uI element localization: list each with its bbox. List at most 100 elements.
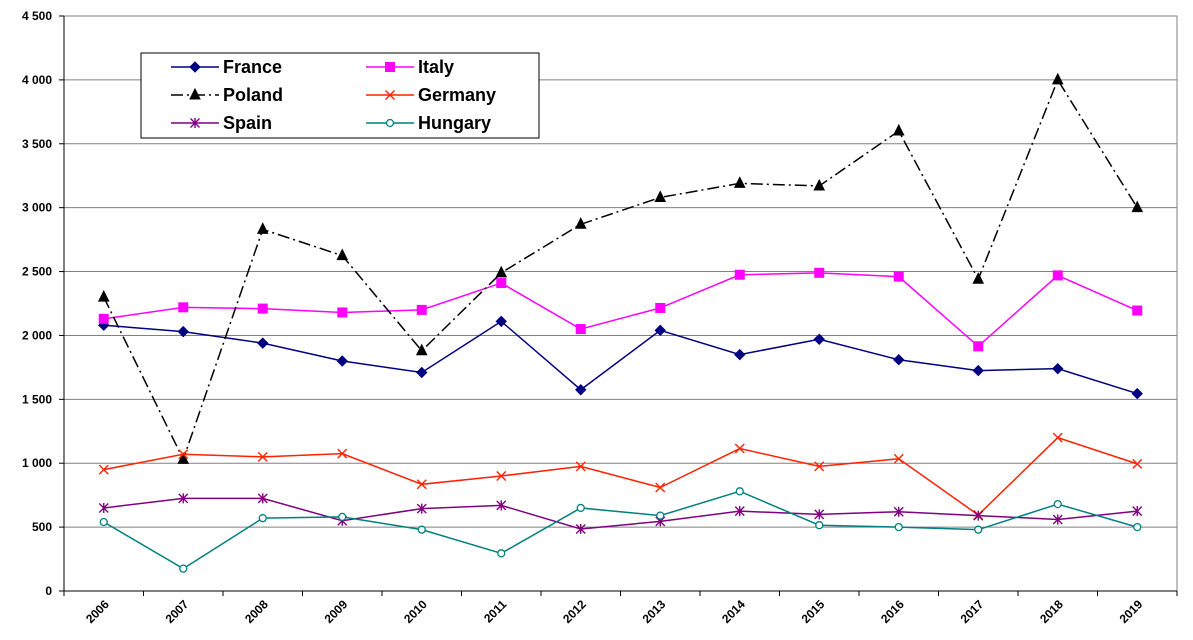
data-point-hungary (576, 503, 585, 513)
data-point-italy (1132, 305, 1143, 316)
series-line-germany (103, 436, 1138, 516)
series-poland (97, 72, 1144, 464)
data-point-italy (178, 302, 189, 313)
data-point-italy (655, 302, 666, 313)
data-point-germany (98, 464, 109, 475)
x-tick-label: 2016 (878, 597, 907, 626)
series-line-hungary (103, 490, 1138, 570)
series-spain (98, 493, 1143, 535)
data-point-hungary (1133, 522, 1142, 532)
data-point-germany (734, 443, 745, 454)
data-point-hungary (815, 521, 824, 530)
data-point-france (177, 325, 189, 338)
data-point-spain (575, 524, 586, 535)
data-point-france (575, 384, 587, 396)
series-group (97, 72, 1144, 573)
data-point-spain (178, 493, 189, 504)
data-point-hungary (735, 487, 744, 496)
legend-marker-hungary (385, 118, 395, 128)
data-point-hungary (1053, 499, 1062, 509)
legend-label-hungary: Hungary (418, 113, 491, 133)
data-point-hungary (497, 549, 506, 558)
data-point-hungary (417, 525, 426, 534)
x-tick-label: 2015 (799, 597, 828, 626)
data-point-italy (734, 269, 745, 280)
data-point-poland (336, 248, 349, 261)
data-point-poland (574, 217, 587, 229)
x-tick-label: 2018 (1037, 597, 1066, 626)
data-point-france (972, 364, 984, 377)
data-point-germany (337, 448, 348, 459)
data-point-poland (892, 123, 905, 136)
series-line-france (103, 320, 1138, 395)
legend: France Italy Poland Germany Spain Hungary (140, 52, 540, 139)
y-axis-ticks: 0 500 1 000 1 500 2 000 2 500 3 000 3 500 4 000 4… (22, 9, 64, 598)
legend-label-italy: Italy (418, 57, 454, 77)
data-point-italy (337, 307, 348, 318)
series-france (98, 315, 1143, 400)
legend-marker-germany (385, 90, 395, 100)
legend-item-france: France (171, 57, 282, 77)
data-point-germany (1052, 432, 1063, 443)
data-point-germany (655, 482, 666, 493)
data-point-germany (893, 453, 904, 464)
data-point-spain (98, 502, 109, 513)
y-tick-label: 500 (32, 520, 52, 534)
data-point-france (257, 337, 269, 349)
legend-label-germany: Germany (418, 85, 496, 105)
data-point-germany (416, 479, 427, 490)
data-point-germany (257, 451, 268, 462)
data-point-hungary (179, 564, 188, 573)
data-point-italy (814, 267, 825, 278)
data-point-france (813, 333, 825, 345)
data-point-germany (496, 471, 507, 481)
x-tick-label: 2007 (163, 597, 192, 626)
data-point-france (734, 348, 746, 361)
data-point-poland (1131, 200, 1144, 213)
data-point-germany (814, 461, 825, 472)
data-point-poland (733, 176, 746, 188)
data-point-hungary (974, 525, 983, 534)
data-point-italy (1052, 270, 1063, 281)
legend-item-hungary: Hungary (366, 113, 491, 133)
data-point-france (495, 315, 507, 328)
data-point-italy (973, 341, 984, 352)
y-tick-label: 1 000 (22, 456, 52, 470)
y-tick-label: 4 500 (22, 9, 52, 23)
data-point-germany (575, 461, 586, 472)
legend-label-poland: Poland (223, 85, 283, 105)
data-point-spain (893, 506, 904, 517)
data-point-italy (496, 278, 507, 289)
legend-label-spain: Spain (223, 113, 272, 133)
series-line-italy (103, 272, 1138, 348)
legend-marker-poland (189, 87, 201, 100)
data-point-italy (98, 313, 109, 324)
data-point-poland (97, 289, 110, 302)
data-point-poland (415, 343, 428, 356)
x-tick-label: 2006 (83, 597, 112, 626)
y-tick-label: 2 500 (22, 265, 52, 279)
y-tick-label: 1 500 (22, 392, 52, 406)
data-point-france (416, 366, 428, 379)
legend-marker-spain (190, 118, 200, 128)
x-tick-label: 2011 (481, 597, 510, 626)
legend-item-poland: Poland (171, 85, 283, 105)
legend-label-france: France (223, 57, 282, 77)
data-point-hungary (99, 517, 108, 527)
data-point-spain (257, 493, 268, 504)
data-point-poland (177, 452, 190, 464)
y-tick-label: 4 000 (22, 73, 52, 87)
data-point-spain (416, 503, 427, 514)
data-point-italy (257, 303, 268, 314)
data-point-spain (1132, 506, 1143, 517)
data-point-italy (575, 324, 586, 335)
series-germany (98, 432, 1143, 520)
series-hungary (99, 487, 1142, 573)
x-tick-label: 2014 (719, 597, 748, 626)
y-tick-label: 3 000 (22, 201, 52, 215)
x-tick-label: 2008 (242, 597, 271, 626)
x-tick-label: 2017 (958, 597, 987, 626)
data-point-spain (496, 500, 507, 511)
x-tick-label: 2010 (401, 597, 430, 626)
